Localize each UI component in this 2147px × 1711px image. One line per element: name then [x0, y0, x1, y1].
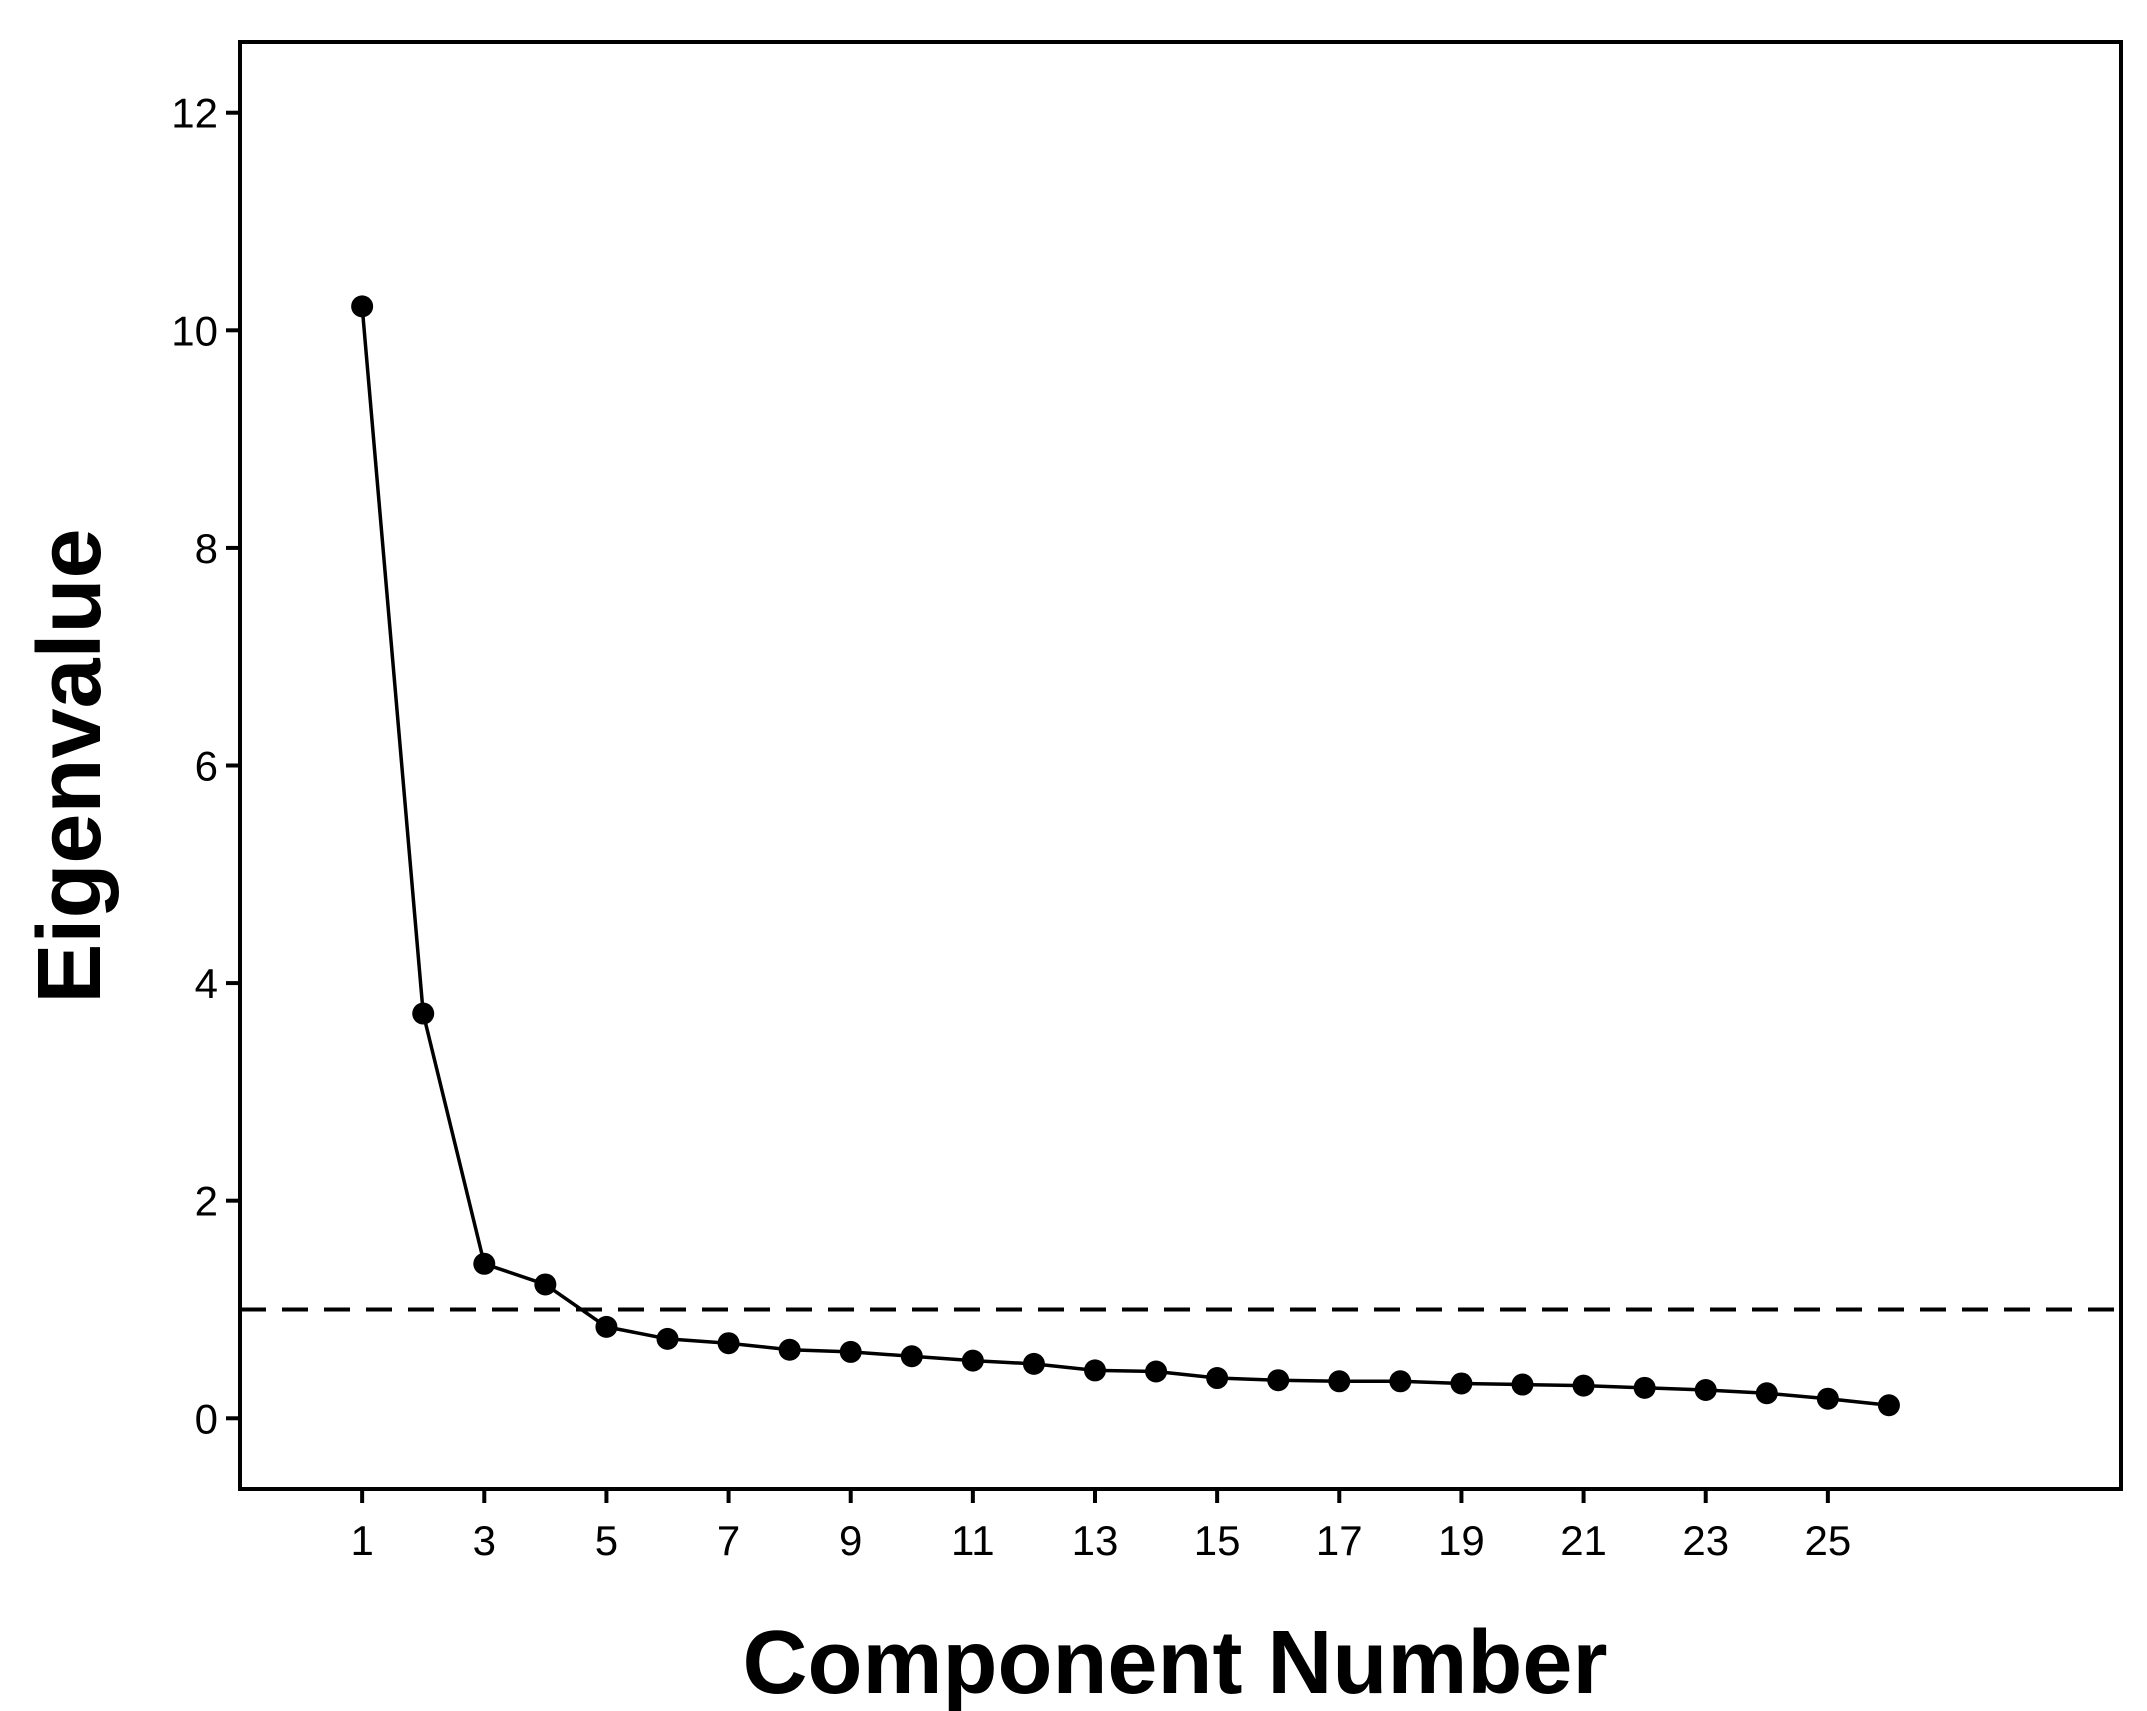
data-point — [778, 1338, 801, 1361]
data-point — [473, 1252, 496, 1275]
y-axis: 0 2 4 6 8 10 12 — [171, 90, 240, 1442]
data-point — [1084, 1359, 1106, 1382]
y-tick-label: 4 — [195, 960, 218, 1007]
x-tick-label: 17 — [1316, 1517, 1363, 1564]
data-point — [839, 1340, 862, 1363]
data-point — [1755, 1382, 1778, 1405]
x-tick-label: 21 — [1560, 1517, 1607, 1564]
x-tick-label: 5 — [595, 1517, 618, 1564]
data-point — [1450, 1372, 1473, 1395]
x-tick-label: 1 — [350, 1517, 373, 1564]
data-point — [1145, 1360, 1168, 1383]
x-tick-label: 11 — [951, 1517, 995, 1564]
data-point — [1206, 1367, 1229, 1390]
data-point — [656, 1327, 679, 1350]
y-tick-label: 12 — [171, 90, 218, 137]
data-point — [1572, 1374, 1595, 1397]
data-point — [1877, 1394, 1900, 1417]
y-tick-label: 8 — [195, 525, 218, 572]
data-point — [412, 1002, 435, 1025]
x-tick-label: 7 — [717, 1517, 740, 1564]
series-layer — [351, 295, 1900, 1417]
plot-frame — [238, 40, 2123, 1491]
data-point — [1389, 1370, 1412, 1393]
data-point — [1633, 1376, 1656, 1399]
x-tick-label: 19 — [1438, 1517, 1485, 1564]
data-point — [1328, 1370, 1351, 1393]
x-tick-label: 23 — [1682, 1517, 1729, 1564]
x-tick-label: 15 — [1194, 1517, 1241, 1564]
data-point — [351, 295, 374, 318]
data-point — [1511, 1373, 1534, 1396]
x-axis-title: Component Number — [743, 1613, 1608, 1711]
x-tick-label: 3 — [473, 1517, 496, 1564]
y-tick-label: 2 — [195, 1178, 218, 1225]
data-point — [717, 1332, 740, 1355]
x-tick-label: 13 — [1072, 1517, 1119, 1564]
data-point — [961, 1349, 984, 1372]
data-point — [1267, 1369, 1290, 1392]
y-tick-label: 10 — [171, 307, 218, 354]
y-axis-title: Eigenvalue — [20, 528, 120, 1003]
y-tick-label: 6 — [195, 743, 218, 790]
x-tick-label: 9 — [839, 1517, 862, 1564]
data-point — [1022, 1352, 1045, 1375]
y-tick-label: 0 — [195, 1395, 218, 1442]
x-axis: 1 3 5 7 9 11 13 15 17 19 21 23 25 — [350, 1489, 1851, 1564]
data-point — [534, 1273, 557, 1296]
data-point — [900, 1345, 923, 1368]
series-line — [360, 306, 1890, 1407]
data-point — [1816, 1387, 1839, 1410]
data-point — [595, 1315, 618, 1338]
x-tick-label: 25 — [1804, 1517, 1851, 1564]
data-point — [1694, 1378, 1717, 1401]
